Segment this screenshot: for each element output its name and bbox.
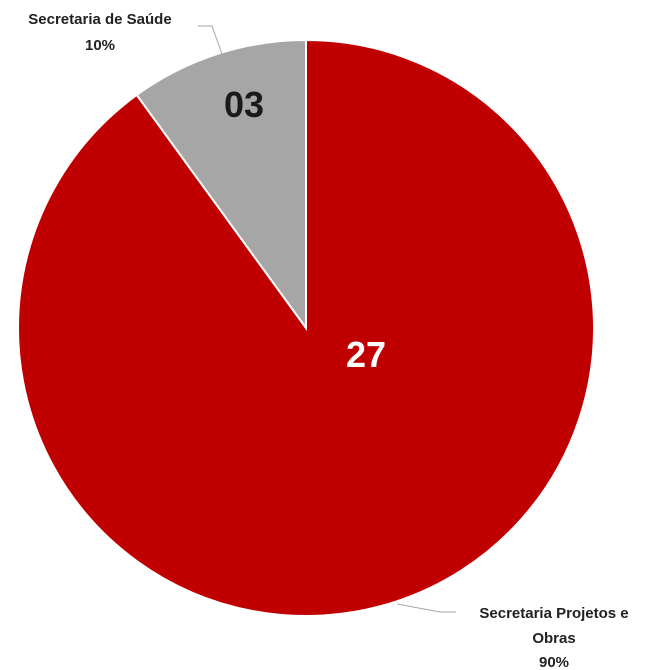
- leader-line-saude: [198, 25, 223, 55]
- pie-slice-projetos-obras: [17, 38, 595, 617]
- slice-category-labels: Secretaria de Saúde 10% Secretaria Projeto…: [28, 11, 628, 670]
- leader-lines: [198, 25, 456, 613]
- pie-slice-saude: [135, 38, 307, 332]
- leader-line-projetos-obras: [396, 603, 456, 613]
- slice-percent-saude: 10%: [85, 37, 115, 54]
- slice-percent-projetos-obras: 90%: [539, 654, 569, 670]
- slice-category-label-projetos-obras: Obras: [532, 630, 575, 647]
- slice-category-label-projetos-obras: Secretaria Projetos e: [479, 605, 628, 622]
- pie-slices: [17, 38, 595, 617]
- slice-category-label-saude: Secretaria de Saúde: [28, 11, 171, 28]
- slice-value-labels: 03 27: [224, 84, 386, 375]
- slice-value-saude: 03: [224, 84, 264, 125]
- slice-value-projetos-obras: 27: [346, 334, 386, 375]
